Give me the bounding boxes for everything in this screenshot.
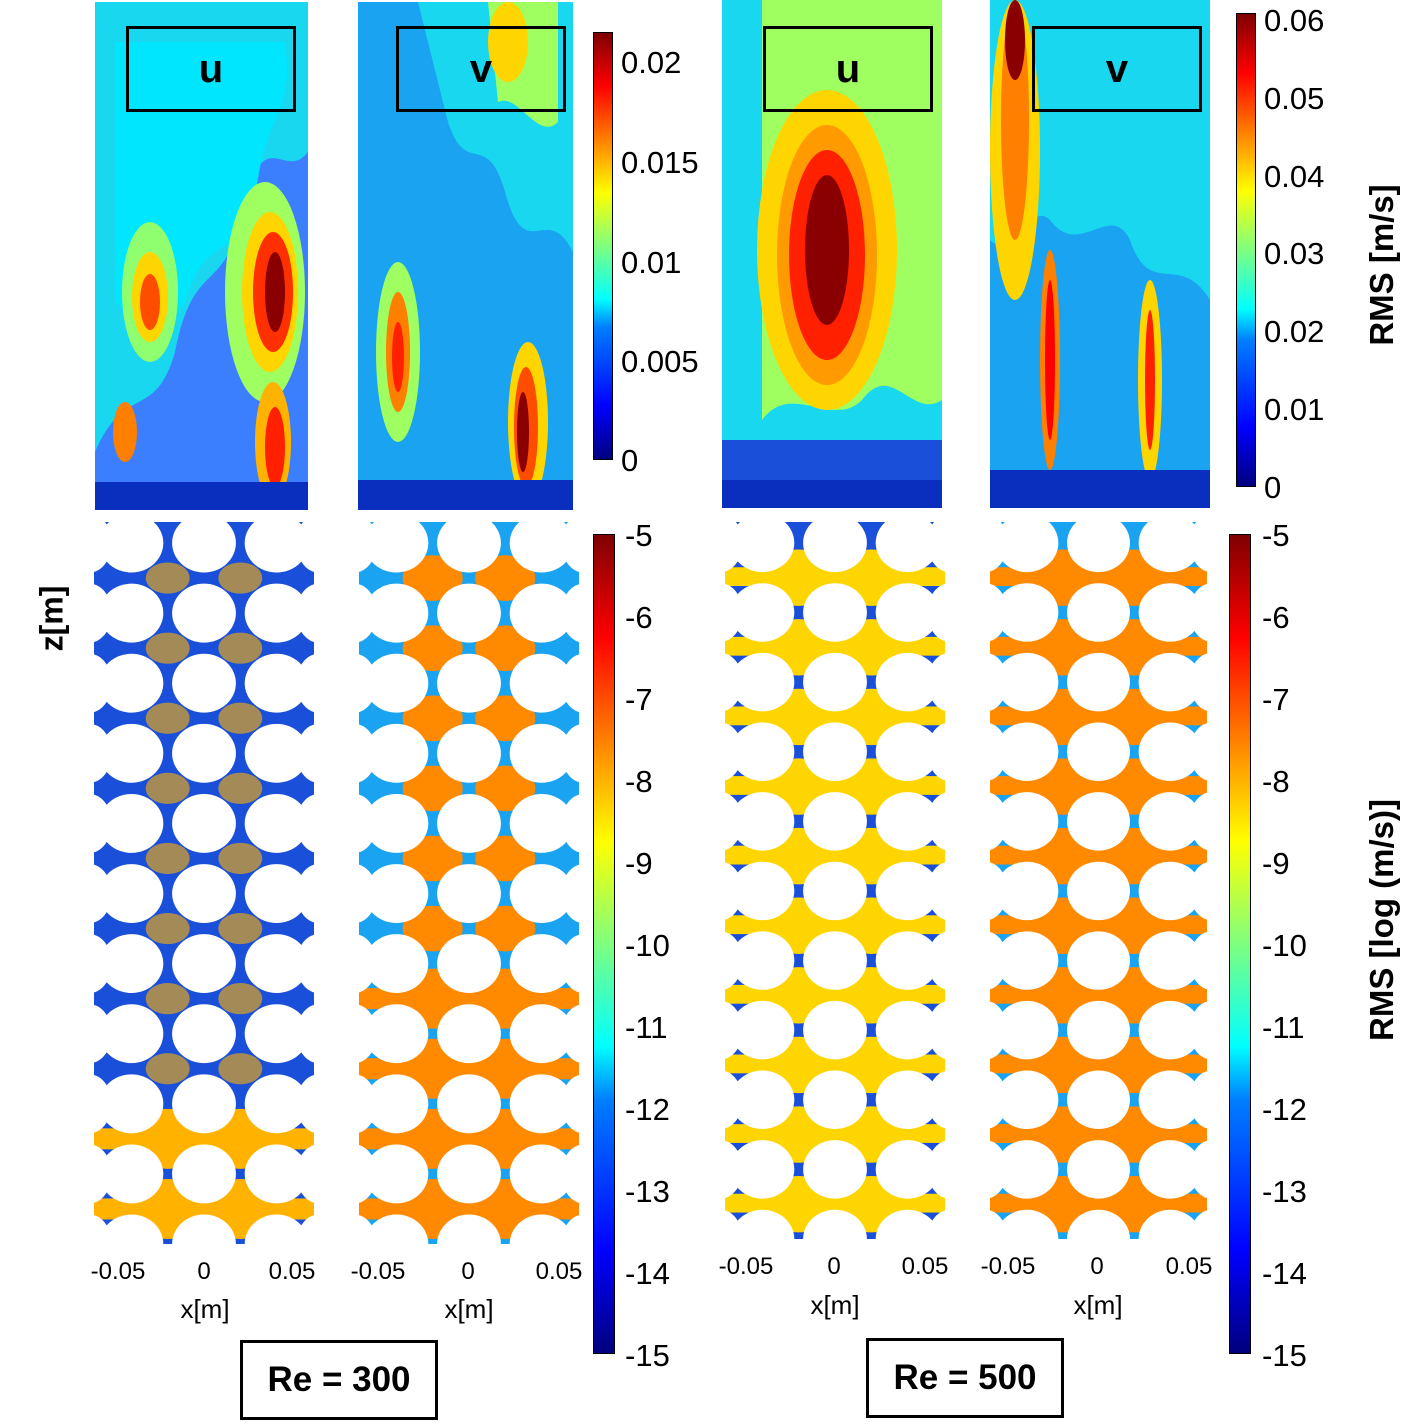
heatmap-u-re500	[722, 0, 942, 508]
cbar-log-tick: -6	[625, 600, 653, 635]
xtick: 0.05	[1165, 1253, 1213, 1280]
top-panel-v-re300	[358, 2, 573, 510]
x-axis-label: x[m]	[180, 1294, 230, 1324]
xtick: -0.05	[718, 1253, 774, 1280]
cbar-top-tick: 0.04	[1264, 159, 1325, 194]
cbar-log-tick: -14	[1262, 1256, 1307, 1291]
re-300-label: Re = 300	[240, 1340, 438, 1420]
xtick: 0.05	[535, 1258, 583, 1285]
cbar-log-tick: -10	[625, 928, 670, 963]
cbar-log-tick: -13	[625, 1174, 670, 1209]
cbar-top-tick: 0.02	[1264, 314, 1325, 349]
cbar-log-tick: -7	[1262, 682, 1290, 717]
cbar-log-title: RMS [log (m/s)]	[1363, 799, 1400, 1041]
log-heatmap-re500-u	[725, 522, 945, 1239]
bottom-panel-re500-v	[990, 522, 1207, 1239]
xtick: 0.05	[901, 1253, 949, 1280]
bottom-panel-re300-v	[359, 522, 579, 1244]
log-heatmap-re500-v	[990, 522, 1207, 1239]
label-v-re500: v	[1032, 26, 1202, 112]
cbar-top-tick: 0	[1264, 470, 1282, 505]
label-u-re500: u	[763, 26, 933, 112]
heatmap-u-re300	[95, 2, 308, 510]
xtick: -0.05	[90, 1258, 146, 1285]
top-panel-u-re500	[722, 0, 942, 508]
bottom-panel-re300-u	[94, 522, 314, 1244]
cbar-log-tick: -9	[625, 846, 653, 881]
bottom-panel-re500-u	[725, 522, 945, 1239]
colorbar-log-re300	[593, 534, 615, 1354]
cbar-top-tick: 0.03	[1264, 236, 1325, 271]
cbar-log-tick: -5	[1262, 518, 1290, 553]
x-axis-label: x[m]	[444, 1294, 494, 1324]
cbar-small-tick: 0.005	[621, 344, 699, 379]
cbar-log-tick: -15	[625, 1338, 670, 1373]
xtick: 0.05	[268, 1258, 316, 1285]
heatmap-v-re300	[358, 2, 573, 510]
xtick: 0	[1090, 1253, 1104, 1280]
cbar-log-tick: -10	[1262, 928, 1307, 963]
top-panel-v-re500	[990, 0, 1210, 508]
z-axis-label: z[m]	[33, 585, 70, 652]
cbar-log-tick: -9	[1262, 846, 1290, 881]
cbar-top-tick: 0.05	[1264, 81, 1325, 116]
colorbar-top-re500	[1236, 13, 1256, 487]
colorbar-log-re500	[1229, 534, 1251, 1354]
cbar-top-title: RMS [m/s]	[1363, 184, 1400, 346]
cbar-top-tick: 0.01	[1264, 392, 1325, 427]
cbar-log-tick: -8	[625, 764, 653, 799]
cbar-log-tick: -14	[625, 1256, 670, 1291]
cbar-log-tick: -11	[625, 1010, 668, 1045]
xtick: 0	[461, 1258, 475, 1285]
cbar-log-tick: -6	[1262, 600, 1290, 635]
label-v-re300: v	[396, 26, 566, 112]
cbar-log-tick: -12	[1262, 1092, 1307, 1127]
x-axis-label: x[m]	[1073, 1290, 1123, 1320]
colorbar-top-re300	[593, 32, 613, 460]
cbar-log-tick: -8	[1262, 764, 1290, 799]
cbar-log-tick: -15	[1262, 1338, 1307, 1373]
cbar-small-tick: 0.01	[621, 245, 682, 280]
cbar-small-tick: 0	[621, 443, 639, 478]
xtick: 0	[827, 1253, 841, 1280]
cbar-log-tick: -5	[625, 518, 653, 553]
cbar-log-tick: -7	[625, 682, 653, 717]
log-heatmap-re300-u	[94, 522, 314, 1244]
top-panel-u-re300	[95, 2, 308, 510]
log-heatmap-re300-v	[359, 522, 579, 1244]
label-u-re300: u	[126, 26, 296, 112]
xtick: -0.05	[980, 1253, 1036, 1280]
cbar-log-tick: -13	[1262, 1174, 1307, 1209]
xtick: -0.05	[350, 1258, 406, 1285]
x-axis-label: x[m]	[810, 1290, 860, 1320]
xtick: 0	[197, 1258, 211, 1285]
cbar-top-tick: 0.06	[1264, 3, 1325, 38]
heatmap-v-re500	[990, 0, 1210, 508]
cbar-small-tick: 0.02	[621, 45, 682, 80]
cbar-log-tick: -11	[1262, 1010, 1305, 1045]
cbar-small-tick: 0.015	[621, 145, 699, 180]
re-500-label: Re = 500	[866, 1338, 1064, 1418]
cbar-log-tick: -12	[625, 1092, 670, 1127]
